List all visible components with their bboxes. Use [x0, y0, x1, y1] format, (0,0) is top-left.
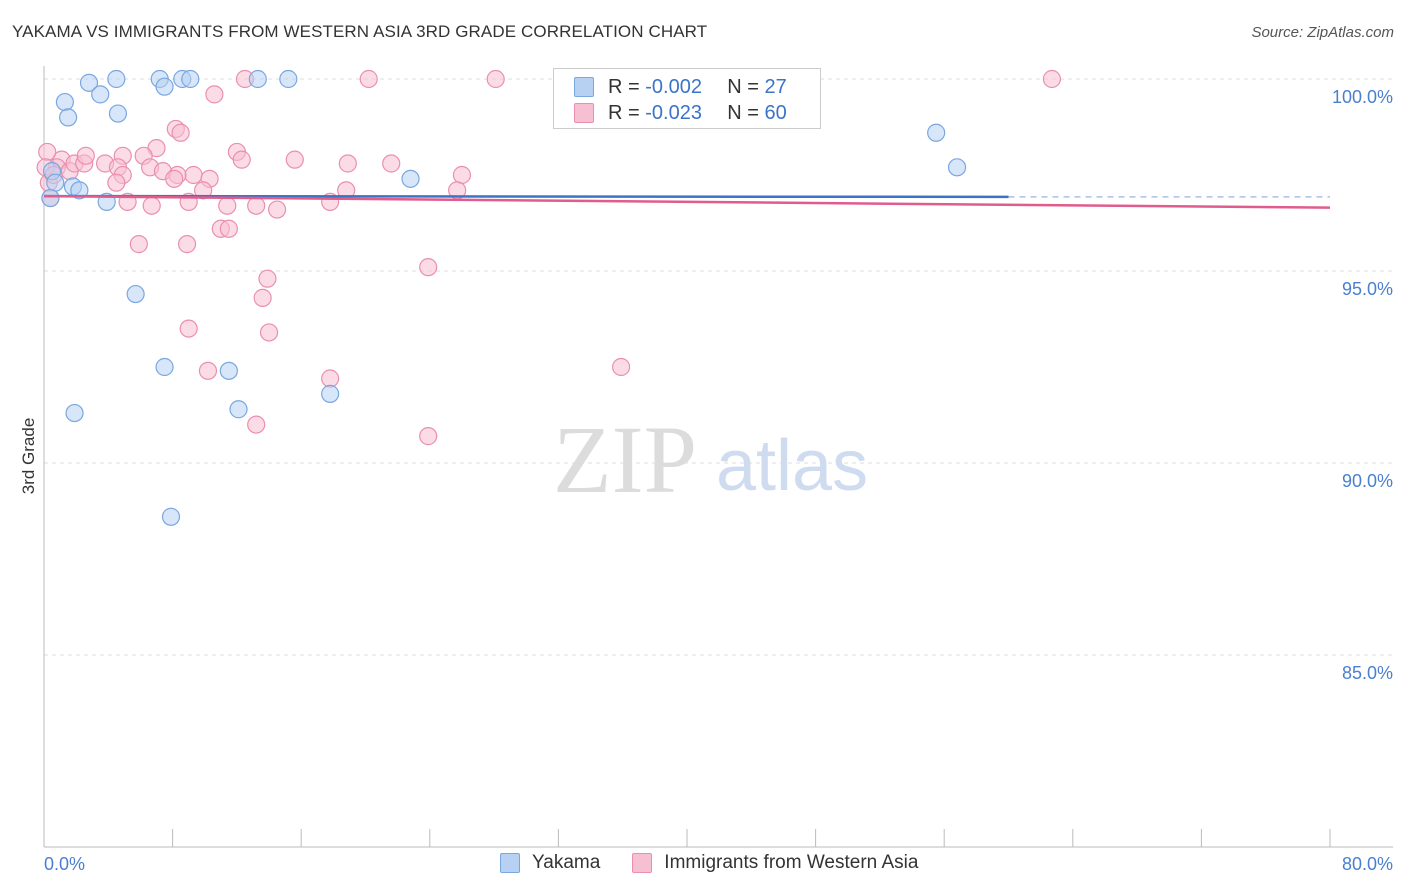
western-asia-point: [107, 173, 126, 192]
western-asia-point: [382, 154, 401, 173]
western-asia-point: [267, 200, 287, 219]
yakama-point: [108, 104, 128, 123]
chart-title: YAKAMA VS IMMIGRANTS FROM WESTERN ASIA 3…: [12, 22, 708, 41]
trend-lines: [43, 194, 1331, 209]
yakama-point: [927, 123, 946, 142]
r-value: -0.002: [645, 75, 702, 98]
western-asia-point: [165, 169, 184, 188]
r-label: R =: [608, 101, 640, 124]
yakama-point: [181, 69, 200, 89]
y-axis-title: 3rd Grade: [19, 418, 38, 495]
western-asia-point: [171, 123, 190, 142]
western-asia-swatch: [574, 103, 594, 123]
western-asia-point: [198, 361, 218, 380]
data-points: [36, 69, 1062, 526]
series-legend: Yakama Immigrants from Western Asia: [500, 852, 950, 874]
yakama-point: [401, 169, 420, 188]
western-asia-point: [359, 69, 378, 89]
yakama-trend-line: [43, 194, 1009, 199]
western-asia-point: [218, 196, 237, 215]
western-asia-point: [321, 369, 340, 388]
western-asia-point: [419, 258, 438, 277]
western-asia-point: [452, 165, 472, 185]
yakama-point: [161, 507, 181, 526]
yakama-point: [155, 77, 174, 96]
yakama-point: [70, 181, 89, 200]
western-asia-point: [219, 219, 238, 238]
watermark: ZIP atlas: [553, 406, 868, 513]
western-asia-legend-label: Immigrants from Western Asia: [664, 852, 919, 873]
western-asia-point: [338, 154, 357, 173]
n-label: N =: [727, 75, 759, 98]
y-tick-labels: 100.0% 95.0% 90.0% 85.0%: [1332, 87, 1393, 683]
western-asia-point: [129, 235, 148, 254]
yakama-point: [46, 173, 65, 192]
western-asia-point: [232, 150, 251, 169]
yakama-point: [321, 384, 340, 403]
yakama-point: [947, 158, 967, 177]
yakama-point: [219, 361, 238, 380]
yakama-point: [248, 69, 267, 89]
western-asia-point: [38, 142, 57, 162]
y-tick-label: 90.0%: [1342, 471, 1393, 491]
western-asia-point: [247, 415, 266, 434]
western-asia-point: [179, 319, 198, 338]
yakama-point: [79, 73, 99, 92]
yakama-point: [59, 108, 78, 127]
western-asia-point: [194, 181, 213, 200]
western-asia-trend-line: [43, 194, 1331, 209]
n-value: 60: [764, 101, 787, 124]
legend-item-yakama[interactable]: Yakama: [500, 852, 600, 874]
western-asia-point: [177, 235, 197, 254]
stats-legend-row-yakama: R = -0.002 N = 27: [574, 75, 787, 99]
y-tick-label: 95.0%: [1342, 279, 1393, 299]
western-asia-point: [184, 165, 203, 185]
yakama-point: [279, 69, 298, 89]
x-tick-label: 80.0%: [1342, 854, 1393, 874]
western-asia-point: [419, 427, 438, 446]
yakama-legend-swatch: [500, 853, 520, 873]
western-asia-point: [259, 323, 279, 342]
western-asia-legend-swatch: [632, 853, 653, 873]
western-asia-point: [142, 196, 161, 215]
stats-legend-row-western-asia: R = -0.023 N = 60: [574, 101, 787, 125]
western-asia-point: [205, 85, 224, 104]
yakama-point: [41, 188, 60, 208]
yakama-point: [229, 400, 248, 419]
r-value: -0.023: [645, 101, 702, 124]
y-tick-label: 100.0%: [1332, 87, 1393, 107]
yakama-swatch: [574, 77, 594, 97]
watermark-zip: ZIP: [553, 406, 697, 513]
n-label: N =: [727, 101, 759, 124]
x-ticks: [172, 829, 1331, 847]
yakama-point: [55, 92, 74, 112]
western-asia-point: [486, 69, 505, 89]
yakama-legend-label: Yakama: [532, 852, 601, 873]
western-asia-point: [611, 357, 631, 377]
western-asia-point: [258, 269, 277, 288]
n-value: 27: [764, 75, 787, 98]
x-tick-label: 0.0%: [44, 854, 85, 874]
r-label: R =: [608, 75, 640, 98]
western-asia-point: [1042, 69, 1062, 89]
source-label: Source: ZipAtlas.com: [1251, 24, 1394, 41]
stats-legend: R = -0.002 N = 27 R = -0.023 N = 60: [553, 68, 821, 129]
western-asia-point: [253, 288, 272, 307]
western-asia-point: [247, 196, 266, 215]
yakama-point: [155, 357, 174, 377]
yakama-point: [65, 403, 84, 423]
western-asia-point: [76, 146, 95, 165]
yakama-point: [91, 85, 110, 104]
yakama-point: [107, 69, 126, 89]
western-asia-point: [285, 150, 304, 169]
y-tick-label: 85.0%: [1342, 663, 1393, 683]
x-tick-labels: 0.0% 80.0%: [44, 854, 1393, 874]
yakama-point: [126, 284, 145, 304]
legend-item-western-asia[interactable]: Immigrants from Western Asia: [632, 852, 918, 874]
watermark-atlas: atlas: [716, 426, 868, 506]
